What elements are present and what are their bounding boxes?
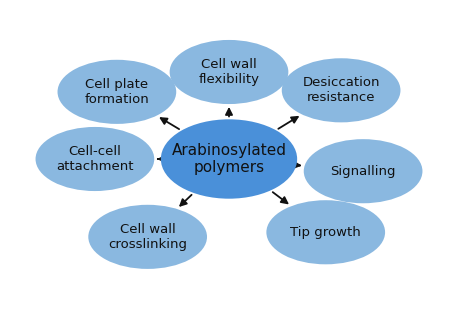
Ellipse shape [88,205,207,269]
Text: Tip growth: Tip growth [290,226,361,239]
Text: Signalling: Signalling [330,165,396,178]
Ellipse shape [267,200,385,264]
Text: Cell wall
flexibility: Cell wall flexibility [198,58,260,86]
Text: Arabinosylated
polymers: Arabinosylated polymers [171,143,287,175]
Ellipse shape [304,139,422,203]
Text: Desiccation
resistance: Desiccation resistance [302,76,380,104]
Ellipse shape [169,40,289,104]
Ellipse shape [36,127,154,191]
Ellipse shape [282,58,400,122]
Ellipse shape [58,60,176,124]
Text: Cell wall
crosslinking: Cell wall crosslinking [108,223,187,251]
Text: Cell-cell
attachment: Cell-cell attachment [56,145,134,173]
Text: Cell plate
formation: Cell plate formation [85,78,149,106]
Ellipse shape [161,119,297,199]
